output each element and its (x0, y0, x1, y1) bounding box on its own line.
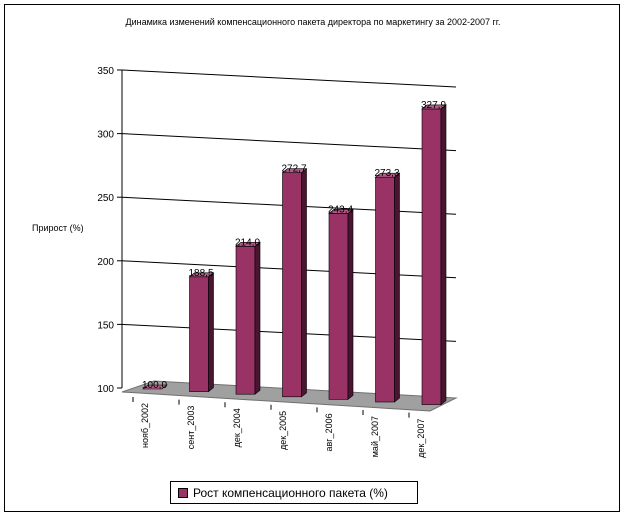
y-axis-label: Прирост (%) (32, 223, 84, 233)
chart-area (4, 4, 620, 512)
bar-side (301, 168, 307, 398)
chart-title: Динамика изменений компенсационного паке… (125, 17, 501, 27)
bar-series (142, 104, 447, 406)
y-tick-label: 150 (97, 320, 114, 331)
legend: Рост компенсационного пакета (%) (170, 481, 418, 504)
y-tick-label: 250 (97, 193, 114, 204)
x-tick-label: нояб_2002 (140, 403, 150, 448)
y-tick-label: 100 (97, 384, 114, 395)
y-tick-label: 200 (97, 257, 114, 268)
y-tick-label: 350 (97, 66, 114, 77)
x-tick-label: дек_2005 (278, 411, 288, 450)
x-tick-label: сент_2003 (186, 406, 196, 450)
x-tick-label: май_2007 (370, 416, 380, 457)
x-tick-label: дек_2007 (416, 419, 426, 458)
bar-side (347, 208, 354, 401)
data-label: 273,3 (374, 168, 399, 179)
x-tick-label: авг_2006 (324, 413, 334, 451)
x-tick-label: дек_2004 (232, 408, 242, 447)
category-axis: нояб_2002 сент_2003 дек_2004 дек_2005 авг_20… (132, 397, 426, 458)
bar (328, 213, 349, 400)
bar (189, 276, 209, 392)
bar-side (440, 104, 447, 406)
bar-side (208, 272, 214, 393)
gridline (121, 69, 457, 88)
data-label: 100,0 (142, 380, 167, 391)
legend-label: Рост компенсационного пакета (%) (193, 485, 388, 500)
bar-top (281, 168, 308, 174)
y-tick-label: 300 (97, 130, 114, 141)
data-labels: 100,0 188,5 214,0 272,7 243,4 273,3 327,9 (142, 100, 446, 391)
bar-side (394, 172, 400, 403)
legend-swatch (178, 487, 188, 498)
data-label: 272,7 (281, 164, 306, 175)
bar (421, 108, 442, 405)
bar (375, 176, 395, 403)
bar-top (235, 241, 261, 247)
data-label: 214,0 (235, 237, 260, 248)
data-label: 188,5 (188, 268, 213, 279)
bar-top (421, 104, 447, 110)
value-axis: 100 150 200 250 300 350 (97, 66, 123, 395)
bar-top (328, 209, 354, 214)
bar (142, 384, 168, 390)
bar (282, 172, 302, 398)
bar-side (254, 241, 261, 395)
bar-top (374, 172, 401, 178)
data-label: 243,4 (328, 204, 353, 215)
bar (235, 245, 256, 395)
bar-top (188, 272, 215, 278)
gridline (121, 133, 457, 152)
data-label: 327,9 (421, 100, 446, 111)
